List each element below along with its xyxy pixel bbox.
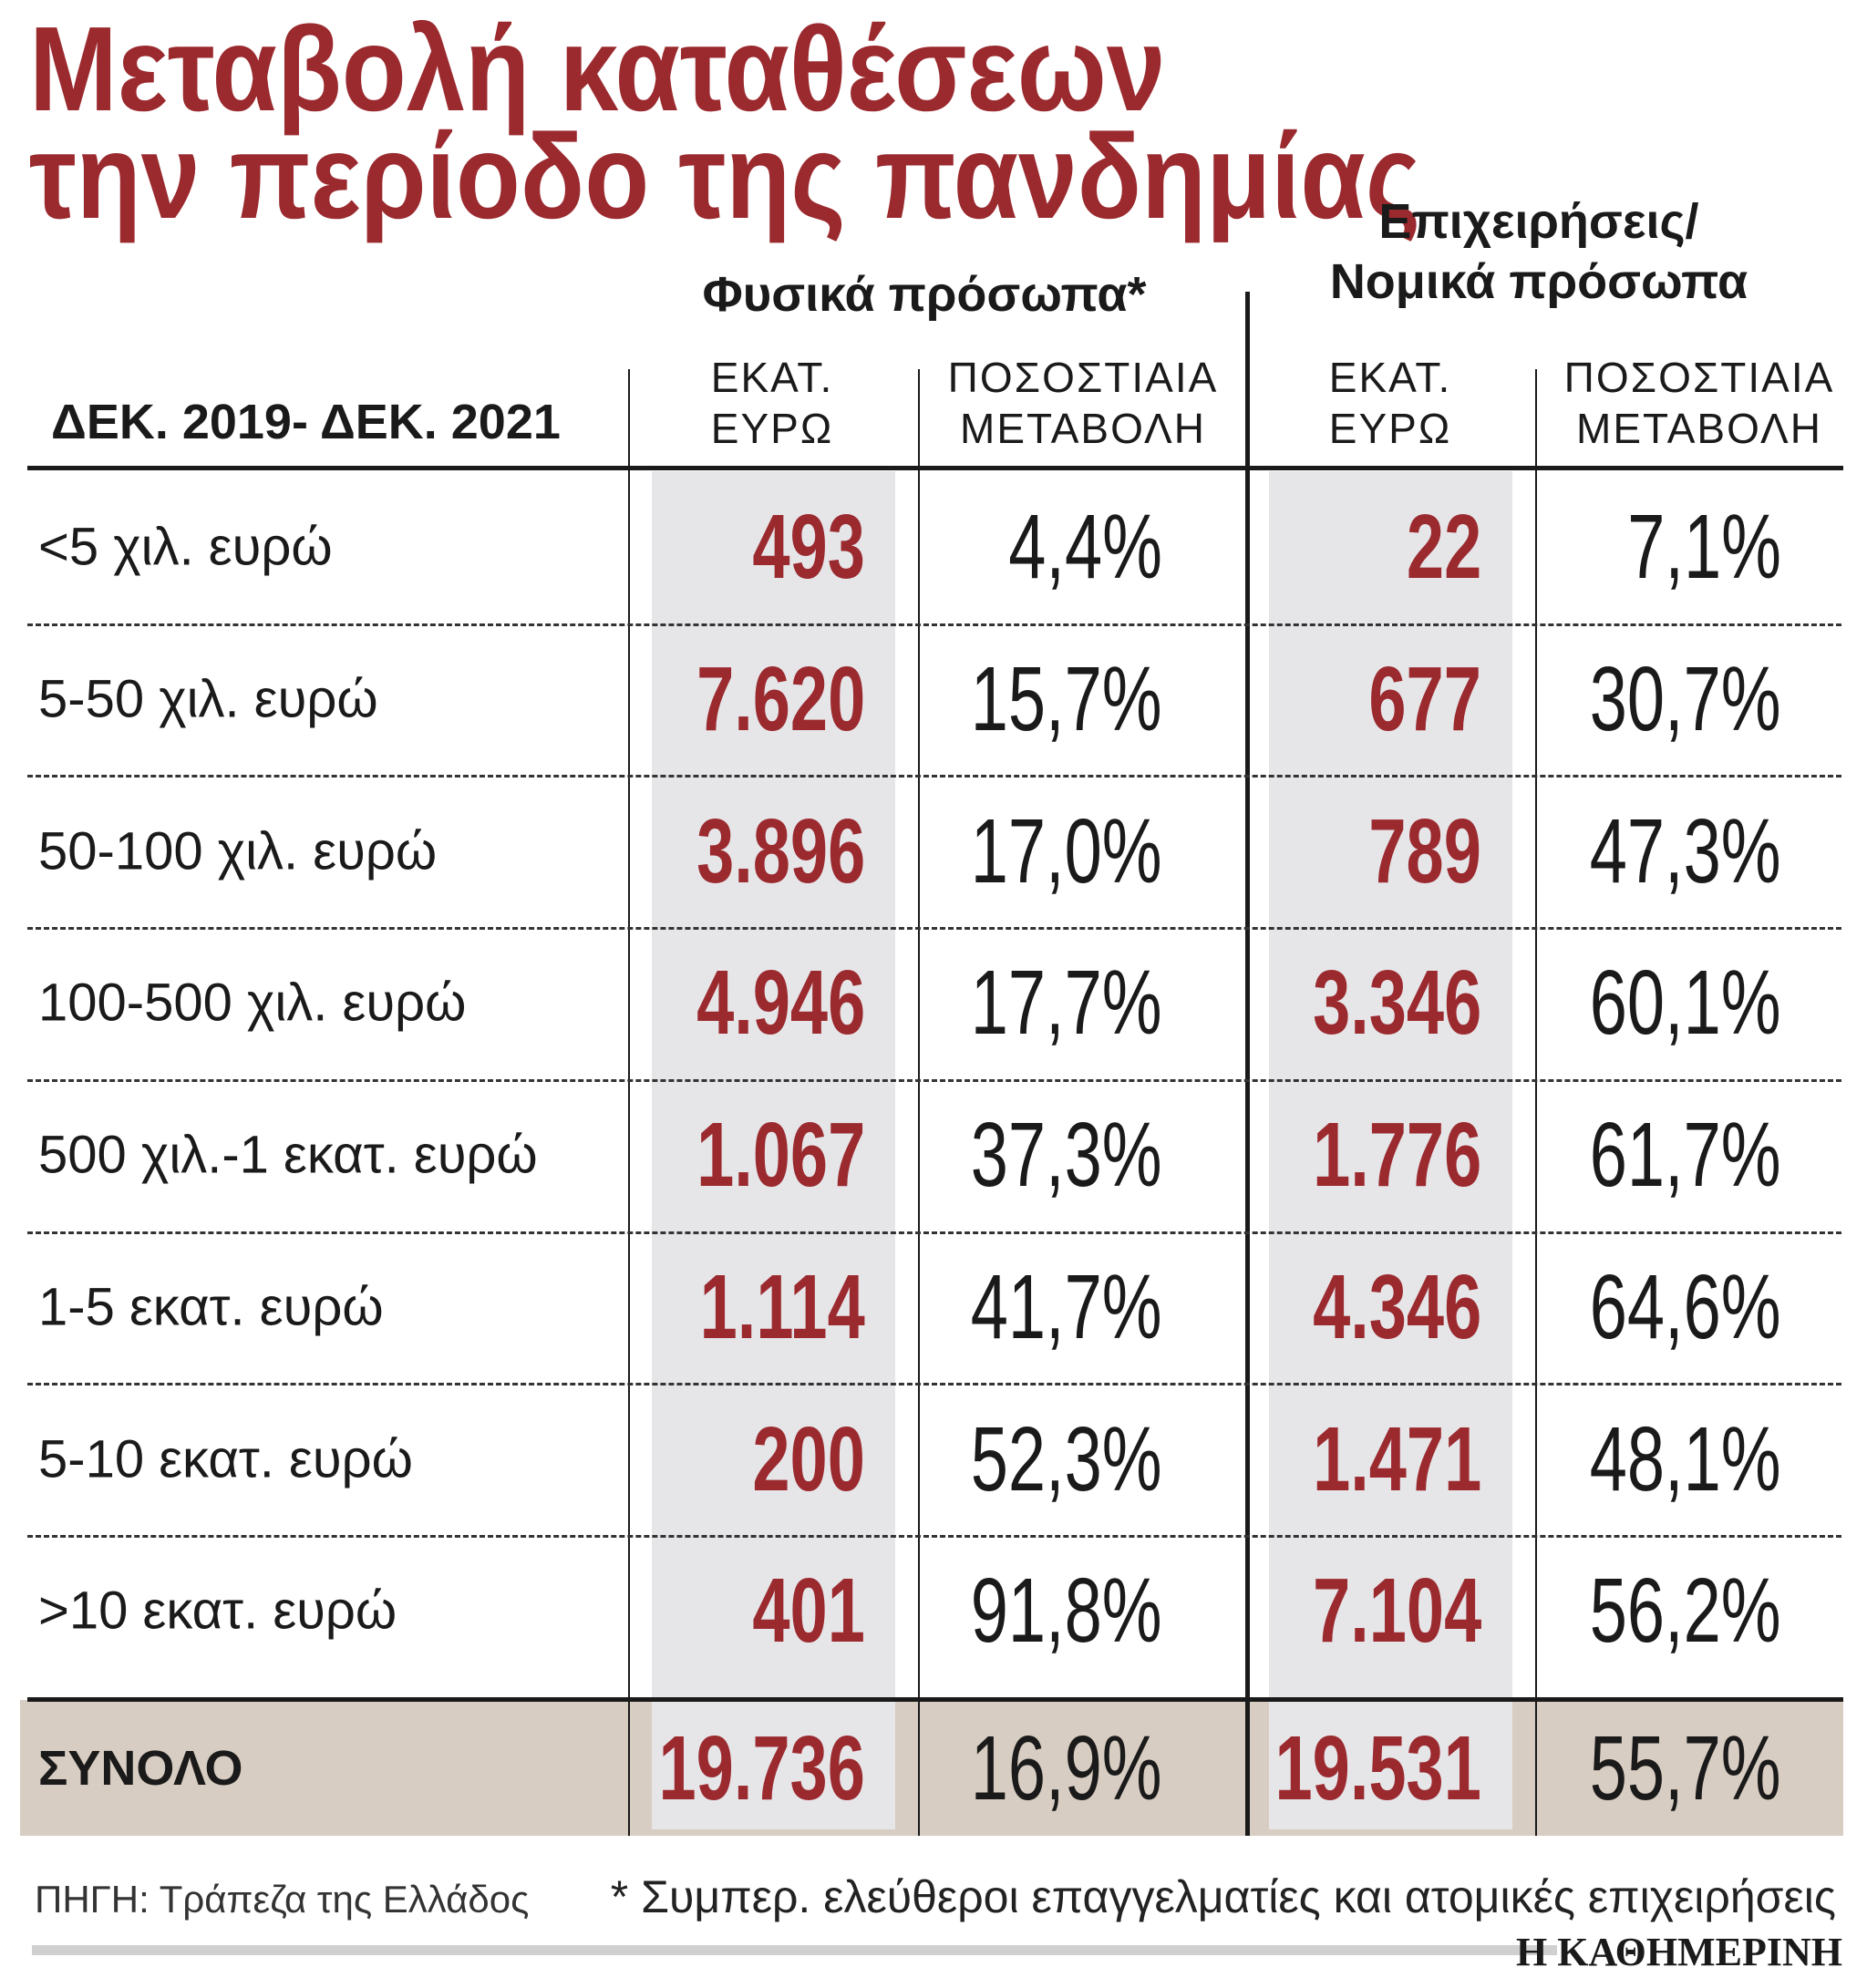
source: ΠΗΓΗ: Τράπεζα της Ελλάδος [35,1878,530,1921]
title-line: την περίοδο της πανδημίας [29,109,1421,243]
column-header: ΕΥΡΩ [710,405,834,452]
row-separator [27,927,1841,931]
amount: 4.346 [1312,1255,1481,1358]
amount: 493 [752,496,865,599]
row-label: <5 χιλ. ευρώ [38,517,333,577]
percent: 91,8% [971,1560,1162,1663]
row-label: 500 χιλ.-1 εκατ. ευρώ [38,1125,538,1185]
percent: 37,3% [971,1104,1162,1207]
amount: 1.471 [1312,1407,1481,1510]
row-label: 5-50 χιλ. ευρώ [38,669,378,729]
percent: 17,7% [971,952,1162,1055]
rule [27,466,1843,470]
percent: 4,4% [1008,496,1162,599]
rule [27,1697,1843,1702]
row-separator [27,1231,1841,1234]
divider [918,369,920,1836]
title-line: Μεταβολή καταθέσεων [29,2,1166,136]
footnote: * Συμπερ. ελεύθεροι επαγγελματίες και ατ… [610,1871,1836,1922]
percent: 7,1% [1627,496,1781,599]
amount: 789 [1368,799,1481,902]
percent: 52,3% [971,1407,1162,1510]
divider [1535,369,1537,1836]
amount: 4.946 [696,952,865,1055]
group-header: Φυσικά πρόσωπα* [702,267,1147,322]
percent: 47,3% [1590,799,1781,902]
row-separator [27,623,1841,626]
row-separator [27,775,1841,778]
row-label: 100-500 χιλ. ευρώ [38,973,467,1033]
row-separator [27,1534,1841,1538]
amount: 19.531 [1274,1717,1481,1819]
column-header: ΜΕΤΑΒΟΛΗ [960,405,1206,452]
column-header: ΠΟΣΟΣΤΙΑΙΑ [947,354,1219,401]
column-header: ΕΥΡΩ [1328,405,1452,452]
percent: 16,9% [971,1717,1162,1819]
amount: 7.104 [1312,1560,1481,1663]
row-label: 5-10 εκατ. ευρώ [38,1429,413,1489]
amount: 1.067 [696,1104,865,1207]
total-label: ΣΥΝΟΛΟ [38,1741,243,1796]
footer-bar [32,1945,1557,1955]
percent: 60,1% [1590,952,1781,1055]
row-label: >10 εκατ. ευρώ [38,1581,397,1641]
row-separator [27,1078,1841,1082]
row-header: ΔΕΚ. 2019- ΔΕΚ. 2021 [51,395,561,449]
amount: 3.346 [1312,952,1481,1055]
percent: 56,2% [1590,1560,1781,1663]
row-label: 1-5 εκατ. ευρώ [38,1277,384,1337]
row-separator [27,1383,1841,1386]
amount: 3.896 [696,799,865,902]
amount: 677 [1368,648,1481,751]
amount: 19.736 [658,1717,865,1819]
percent: 61,7% [1590,1104,1781,1207]
percent: 17,0% [971,799,1162,902]
brand: Η ΚΑΘΗΜΕΡΙΝΗ [1516,1930,1842,1974]
percent: 48,1% [1590,1407,1781,1510]
column-header: ΕΚΑΤ. [710,354,834,401]
divider [1245,292,1250,1836]
column-header: ΕΚΑΤ. [1328,354,1452,401]
column-header: ΜΕΤΑΒΟΛΗ [1576,405,1822,452]
percent: 64,6% [1590,1255,1781,1358]
amount: 1.114 [699,1255,865,1358]
divider [628,369,630,1836]
amount: 401 [752,1560,865,1663]
percent: 55,7% [1590,1717,1781,1819]
percent: 15,7% [971,648,1162,751]
group-header: Νομικά πρόσωπα [1329,254,1748,309]
amount: 22 [1406,496,1481,599]
amount: 1.776 [1312,1104,1481,1207]
column-header: ΠΟΣΟΣΤΙΑΙΑ [1563,354,1835,401]
column-band [1269,471,1512,1829]
row-label: 50-100 χιλ. ευρώ [38,821,438,881]
column-band [652,471,895,1829]
group-header: Επιχειρήσεις/ [1378,194,1699,249]
amount: 7.620 [696,648,865,751]
percent: 41,7% [971,1255,1162,1358]
total-row-bg [20,1700,1843,1836]
percent: 30,7% [1590,648,1781,751]
amount: 200 [752,1407,865,1510]
